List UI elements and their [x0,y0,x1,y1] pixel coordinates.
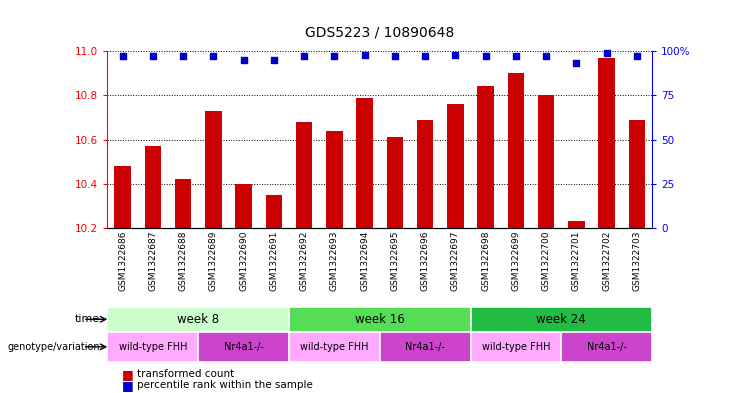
Text: GSM1322701: GSM1322701 [572,230,581,291]
Text: wild-type FHH: wild-type FHH [482,342,550,352]
Point [571,60,582,66]
Point [328,53,340,59]
Bar [326,130,342,228]
Point [510,53,522,59]
Bar [144,146,161,228]
Point [238,57,250,63]
Text: week 8: week 8 [177,313,219,326]
Text: GSM1322695: GSM1322695 [391,230,399,291]
Bar [471,307,652,332]
Text: GSM1322693: GSM1322693 [330,230,339,291]
Bar [599,58,615,228]
Bar [205,111,222,228]
Bar [379,332,471,362]
Point [419,53,431,59]
Bar [236,184,252,228]
Text: wild-type FHH: wild-type FHH [300,342,368,352]
Bar [471,332,562,362]
Text: ■: ■ [122,367,134,381]
Text: GSM1322692: GSM1322692 [299,230,308,291]
Bar [561,332,652,362]
Point [298,53,310,59]
Bar [107,307,289,332]
Point [631,53,643,59]
Point [268,57,280,63]
Bar [265,195,282,228]
Bar [289,307,471,332]
Text: time: time [75,314,100,324]
Point [177,53,189,59]
Text: GSM1322688: GSM1322688 [179,230,187,291]
Text: Nr4a1-/-: Nr4a1-/- [587,342,627,352]
Text: GSM1322686: GSM1322686 [118,230,127,291]
Point [540,53,552,59]
Point [450,51,462,58]
Text: GSM1322689: GSM1322689 [209,230,218,291]
Bar [107,332,198,362]
Text: GSM1322703: GSM1322703 [633,230,642,291]
Text: GSM1322700: GSM1322700 [542,230,551,291]
Text: GSM1322697: GSM1322697 [451,230,460,291]
Text: percentile rank within the sample: percentile rank within the sample [137,380,313,390]
Text: GDS5223 / 10890648: GDS5223 / 10890648 [305,25,454,39]
Bar [477,86,494,228]
Text: GSM1322690: GSM1322690 [239,230,248,291]
Bar [114,166,131,228]
Text: wild-type FHH: wild-type FHH [119,342,187,352]
Text: GSM1322694: GSM1322694 [360,230,369,291]
Bar [568,221,585,228]
Point [601,50,613,56]
Point [147,53,159,59]
Point [359,51,370,58]
Bar [508,73,524,228]
Bar [538,95,554,228]
Text: GSM1322698: GSM1322698 [481,230,490,291]
Point [116,53,128,59]
Point [389,53,401,59]
Text: GSM1322687: GSM1322687 [148,230,157,291]
Text: week 16: week 16 [355,313,405,326]
Text: GSM1322696: GSM1322696 [421,230,430,291]
Bar [198,332,289,362]
Bar [296,122,313,228]
Point [479,53,491,59]
Bar [417,119,433,228]
Text: Nr4a1-/-: Nr4a1-/- [405,342,445,352]
Bar [356,97,373,228]
Bar [447,104,464,228]
Bar [289,332,379,362]
Text: GSM1322699: GSM1322699 [511,230,520,291]
Text: Nr4a1-/-: Nr4a1-/- [224,342,264,352]
Bar [387,137,403,228]
Bar [175,179,191,228]
Text: week 24: week 24 [536,313,586,326]
Text: GSM1322702: GSM1322702 [602,230,611,291]
Bar [628,119,645,228]
Text: transformed count: transformed count [137,369,234,379]
Text: genotype/variation: genotype/variation [7,342,100,352]
Text: ■: ■ [122,378,134,392]
Text: GSM1322691: GSM1322691 [270,230,279,291]
Point [207,53,219,59]
